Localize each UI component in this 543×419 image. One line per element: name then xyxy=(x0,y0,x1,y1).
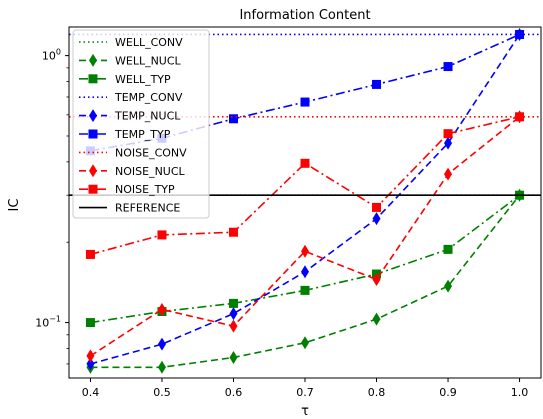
series-noise-typ xyxy=(85,112,525,259)
point-noise-typ xyxy=(228,227,238,237)
x-tick-label: 0.6 xyxy=(225,386,243,399)
point-well-nucl xyxy=(301,336,309,350)
point-well-nucl xyxy=(157,360,166,374)
y-axis: 10−1 100 xyxy=(35,48,69,365)
legend-marker-noise-typ xyxy=(88,184,98,194)
point-noise-typ xyxy=(372,202,382,212)
point-temp-typ xyxy=(443,62,453,72)
legend-marker-temp-nucl xyxy=(89,109,97,123)
point-noise-typ xyxy=(85,249,95,259)
point-well-nucl xyxy=(444,279,453,293)
plot-area xyxy=(69,27,541,374)
point-well-nucl xyxy=(229,350,238,364)
legend-label-noise-nucl: NOISE_NUCL xyxy=(115,165,186,178)
point-noise-nucl xyxy=(157,302,166,316)
point-noise-typ xyxy=(515,112,525,122)
point-well-typ xyxy=(228,298,238,308)
y-axis-label: IC xyxy=(7,199,22,212)
x-tick-label: 0.5 xyxy=(153,386,171,399)
legend-marker-well-typ xyxy=(88,74,98,84)
x-tick-label: 0.4 xyxy=(82,386,100,399)
point-noise-nucl xyxy=(372,272,381,286)
point-temp-typ xyxy=(372,79,382,89)
legend-label-noise-conv: NOISE_CONV xyxy=(115,146,187,159)
legend-label-temp-nucl: TEMP_NUCL xyxy=(114,110,181,123)
point-well-typ xyxy=(85,318,95,328)
point-noise-typ xyxy=(157,230,167,240)
point-temp-typ xyxy=(515,29,525,39)
point-noise-nucl xyxy=(86,349,95,363)
y-tick-label: 100 xyxy=(42,48,61,63)
legend-marker-temp-typ xyxy=(88,129,98,139)
x-axis-label: τ xyxy=(301,404,309,419)
legend-label-temp-conv: TEMP_CONV xyxy=(114,91,183,104)
legend-marker-noise-nucl xyxy=(89,164,97,178)
legend-label-well-conv: WELL_CONV xyxy=(115,36,183,49)
point-noise-nucl xyxy=(229,319,238,333)
x-tick-label: 0.8 xyxy=(368,386,386,399)
point-temp-nucl xyxy=(372,212,381,226)
x-tick-label: 0.7 xyxy=(296,386,314,399)
x-tick-label: 0.9 xyxy=(439,386,457,399)
chart-title: Information Content xyxy=(239,8,370,23)
x-axis: 0.4 0.5 0.6 0.7 0.8 0.9 1.0 xyxy=(82,378,529,399)
legend-label-reference: REFERENCE xyxy=(115,202,180,215)
x-tick-label: 1.0 xyxy=(511,386,529,399)
legend: WELL_CONV WELL_NUCL WELL_TYP TEMP_CONV TEMP_… xyxy=(72,29,210,219)
legend-label-temp-typ: TEMP_TYP xyxy=(114,128,171,141)
legend-label-noise-typ: NOISE_TYP xyxy=(115,183,175,196)
point-temp-typ xyxy=(300,97,310,107)
point-temp-nucl xyxy=(157,337,166,351)
point-temp-typ xyxy=(228,114,238,124)
point-well-nucl xyxy=(372,312,381,326)
point-temp-nucl xyxy=(444,136,453,150)
legend-label-well-typ: WELL_TYP xyxy=(115,73,171,86)
y-tick-label: 10−1 xyxy=(35,315,61,330)
point-noise-nucl xyxy=(444,167,453,181)
legend-marker-well-nucl xyxy=(89,53,97,67)
point-well-typ xyxy=(443,244,453,254)
legend-label-well-nucl: WELL_NUCL xyxy=(115,54,182,67)
point-temp-nucl xyxy=(229,307,238,321)
point-temp-nucl xyxy=(301,265,309,279)
point-well-typ xyxy=(300,285,310,295)
point-noise-typ xyxy=(300,158,310,168)
point-noise-typ xyxy=(443,129,453,139)
point-temp-nucl xyxy=(86,357,95,371)
point-noise-nucl xyxy=(301,244,309,258)
